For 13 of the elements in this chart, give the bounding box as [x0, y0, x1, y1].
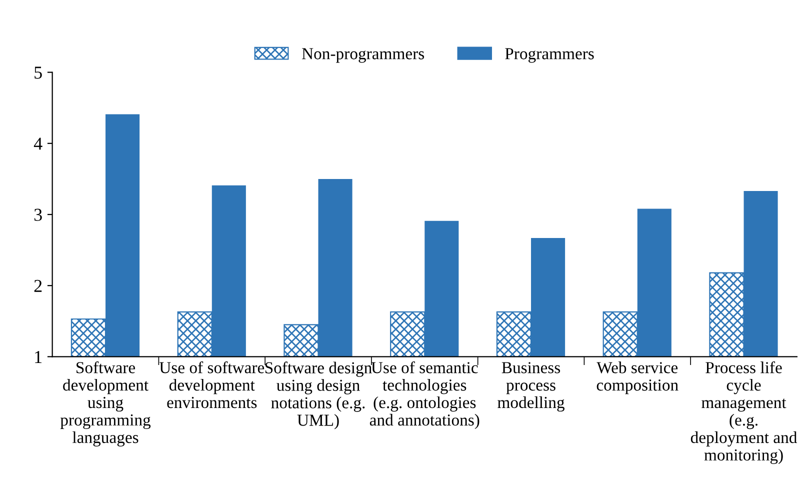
x-tick-label: Use of semantic technologies (e.g. ontologies and annotations)	[370, 361, 480, 430]
legend-label: Programmers	[505, 48, 594, 63]
x-tick-label: Business process modelling	[498, 362, 564, 412]
y-tick-label: 5	[34, 66, 42, 79]
x-tick-label: Web service composition	[596, 362, 678, 394]
y-tick-label: 1	[35, 351, 42, 363]
x-tick-label: Software development using programming languages	[60, 361, 151, 447]
y-tick-label: 4	[34, 138, 42, 150]
y-tick-label: 2	[34, 280, 42, 292]
y-tick-label: 3	[34, 208, 42, 221]
x-tick-label: Process life cycle management (e.g. deployment and monitoring)	[690, 361, 798, 464]
x-tick-label: Use of software development environments	[159, 361, 264, 408]
legend-label: Non-programmers	[302, 48, 424, 63]
